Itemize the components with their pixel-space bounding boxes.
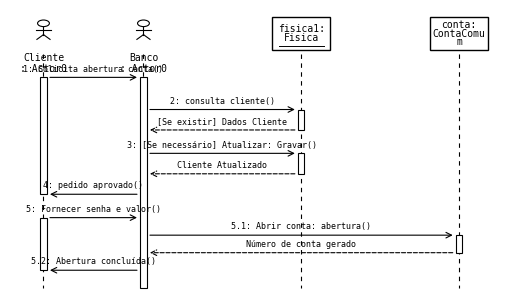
Bar xyxy=(140,77,147,288)
Text: conta:: conta: xyxy=(442,20,477,30)
Text: 5: Fornecer senha e valor(): 5: Fornecer senha e valor() xyxy=(26,205,161,214)
Text: [Se existir] Dados Cliente: [Se existir] Dados Cliente xyxy=(158,117,287,126)
Bar xyxy=(456,235,462,253)
Text: 2: consulta cliente(): 2: consulta cliente() xyxy=(170,97,275,106)
Text: Cliente
: Actor0: Cliente : Actor0 xyxy=(20,53,67,74)
Text: 5.1: Abrir conta: abertura(): 5.1: Abrir conta: abertura() xyxy=(231,222,371,231)
Text: 3: [Se necessário] Atualizar: Gravar(): 3: [Se necessário] Atualizar: Gravar() xyxy=(127,140,317,150)
Bar xyxy=(430,17,488,50)
Bar xyxy=(298,153,305,174)
Text: 5.2: Abertura concluída(): 5.2: Abertura concluída() xyxy=(31,258,156,266)
Text: 1: Solicita abertura conta(): 1: Solicita abertura conta() xyxy=(23,65,163,73)
Text: ContaComu: ContaComu xyxy=(433,29,486,39)
Text: Banco
: Actor0: Banco : Actor0 xyxy=(120,53,167,74)
Text: Número de conta gerado: Número de conta gerado xyxy=(247,240,357,249)
Text: Cliente Atualizado: Cliente Atualizado xyxy=(177,161,267,170)
Text: fisica1:: fisica1: xyxy=(278,24,325,35)
Text: Fisica: Fisica xyxy=(284,33,319,42)
Text: m: m xyxy=(457,37,462,47)
Bar xyxy=(272,17,330,50)
Bar xyxy=(40,218,47,270)
Bar xyxy=(298,109,305,130)
Bar xyxy=(40,77,47,194)
Text: 4: pedido aprovado(): 4: pedido aprovado() xyxy=(43,181,143,191)
